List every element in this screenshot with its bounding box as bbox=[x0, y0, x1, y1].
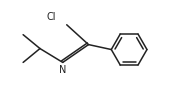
Text: N: N bbox=[59, 65, 66, 75]
Text: Cl: Cl bbox=[46, 12, 56, 22]
